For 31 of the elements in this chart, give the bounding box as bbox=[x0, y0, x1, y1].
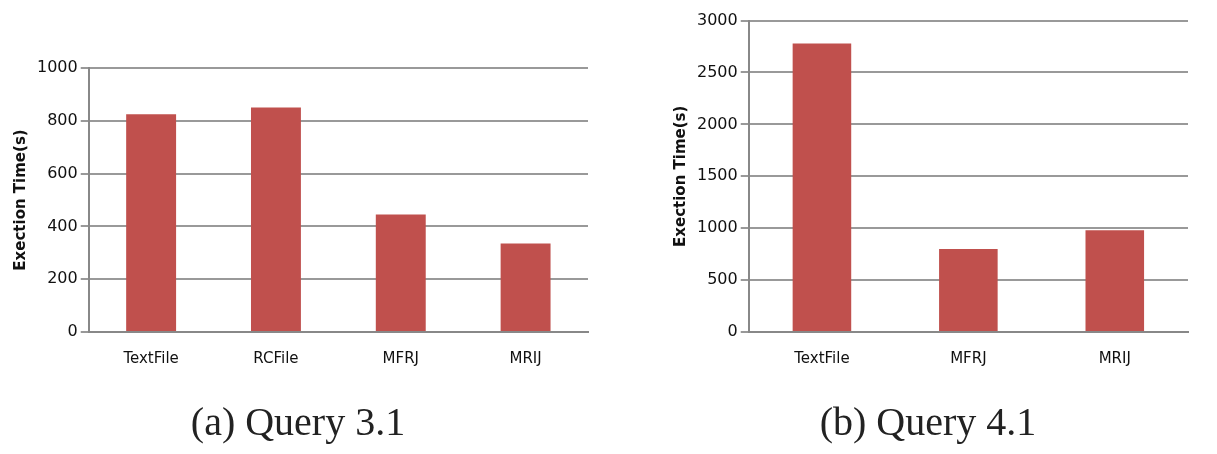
y-tick-label: 600 bbox=[47, 162, 78, 182]
y-tick-label: 500 bbox=[707, 269, 738, 289]
y-tick-label: 2500 bbox=[697, 61, 738, 81]
bar bbox=[375, 214, 426, 331]
y-tick-label: 0 bbox=[67, 321, 78, 341]
x-tick-label: RCFile bbox=[253, 348, 299, 367]
y-tick-label: 400 bbox=[47, 215, 78, 235]
x-tick-label: MFRJ bbox=[382, 348, 419, 367]
x-tick-label: MRIJ bbox=[509, 348, 542, 367]
y-tick-label: 1500 bbox=[697, 165, 738, 185]
x-tick-label: TextFile bbox=[793, 348, 850, 367]
bar bbox=[250, 107, 301, 331]
y-tick-label: 200 bbox=[47, 268, 78, 288]
y-tick-label: 0 bbox=[727, 321, 738, 341]
y-tick-label: 3000 bbox=[697, 9, 738, 29]
y-axis-title: Exection Time(s) bbox=[10, 129, 29, 271]
x-tick-label: MFRJ bbox=[950, 348, 987, 367]
text: (a) Query 3.1 bbox=[190, 398, 406, 444]
y-tick-label: 2000 bbox=[697, 113, 738, 133]
y-tick-label: 1000 bbox=[697, 217, 738, 237]
bar bbox=[792, 43, 852, 331]
bar bbox=[939, 248, 998, 331]
y-axis-title: Exection Time(s) bbox=[670, 105, 689, 247]
bar bbox=[126, 114, 177, 331]
y-tick-label: 800 bbox=[47, 109, 78, 129]
bar bbox=[500, 243, 551, 331]
x-tick-label: TextFile bbox=[122, 348, 179, 367]
y-tick-label: 1000 bbox=[37, 57, 78, 77]
x-tick-label: MRIJ bbox=[1098, 348, 1131, 367]
bar bbox=[1085, 230, 1145, 331]
text: (b) Query 4.1 bbox=[819, 398, 1037, 444]
